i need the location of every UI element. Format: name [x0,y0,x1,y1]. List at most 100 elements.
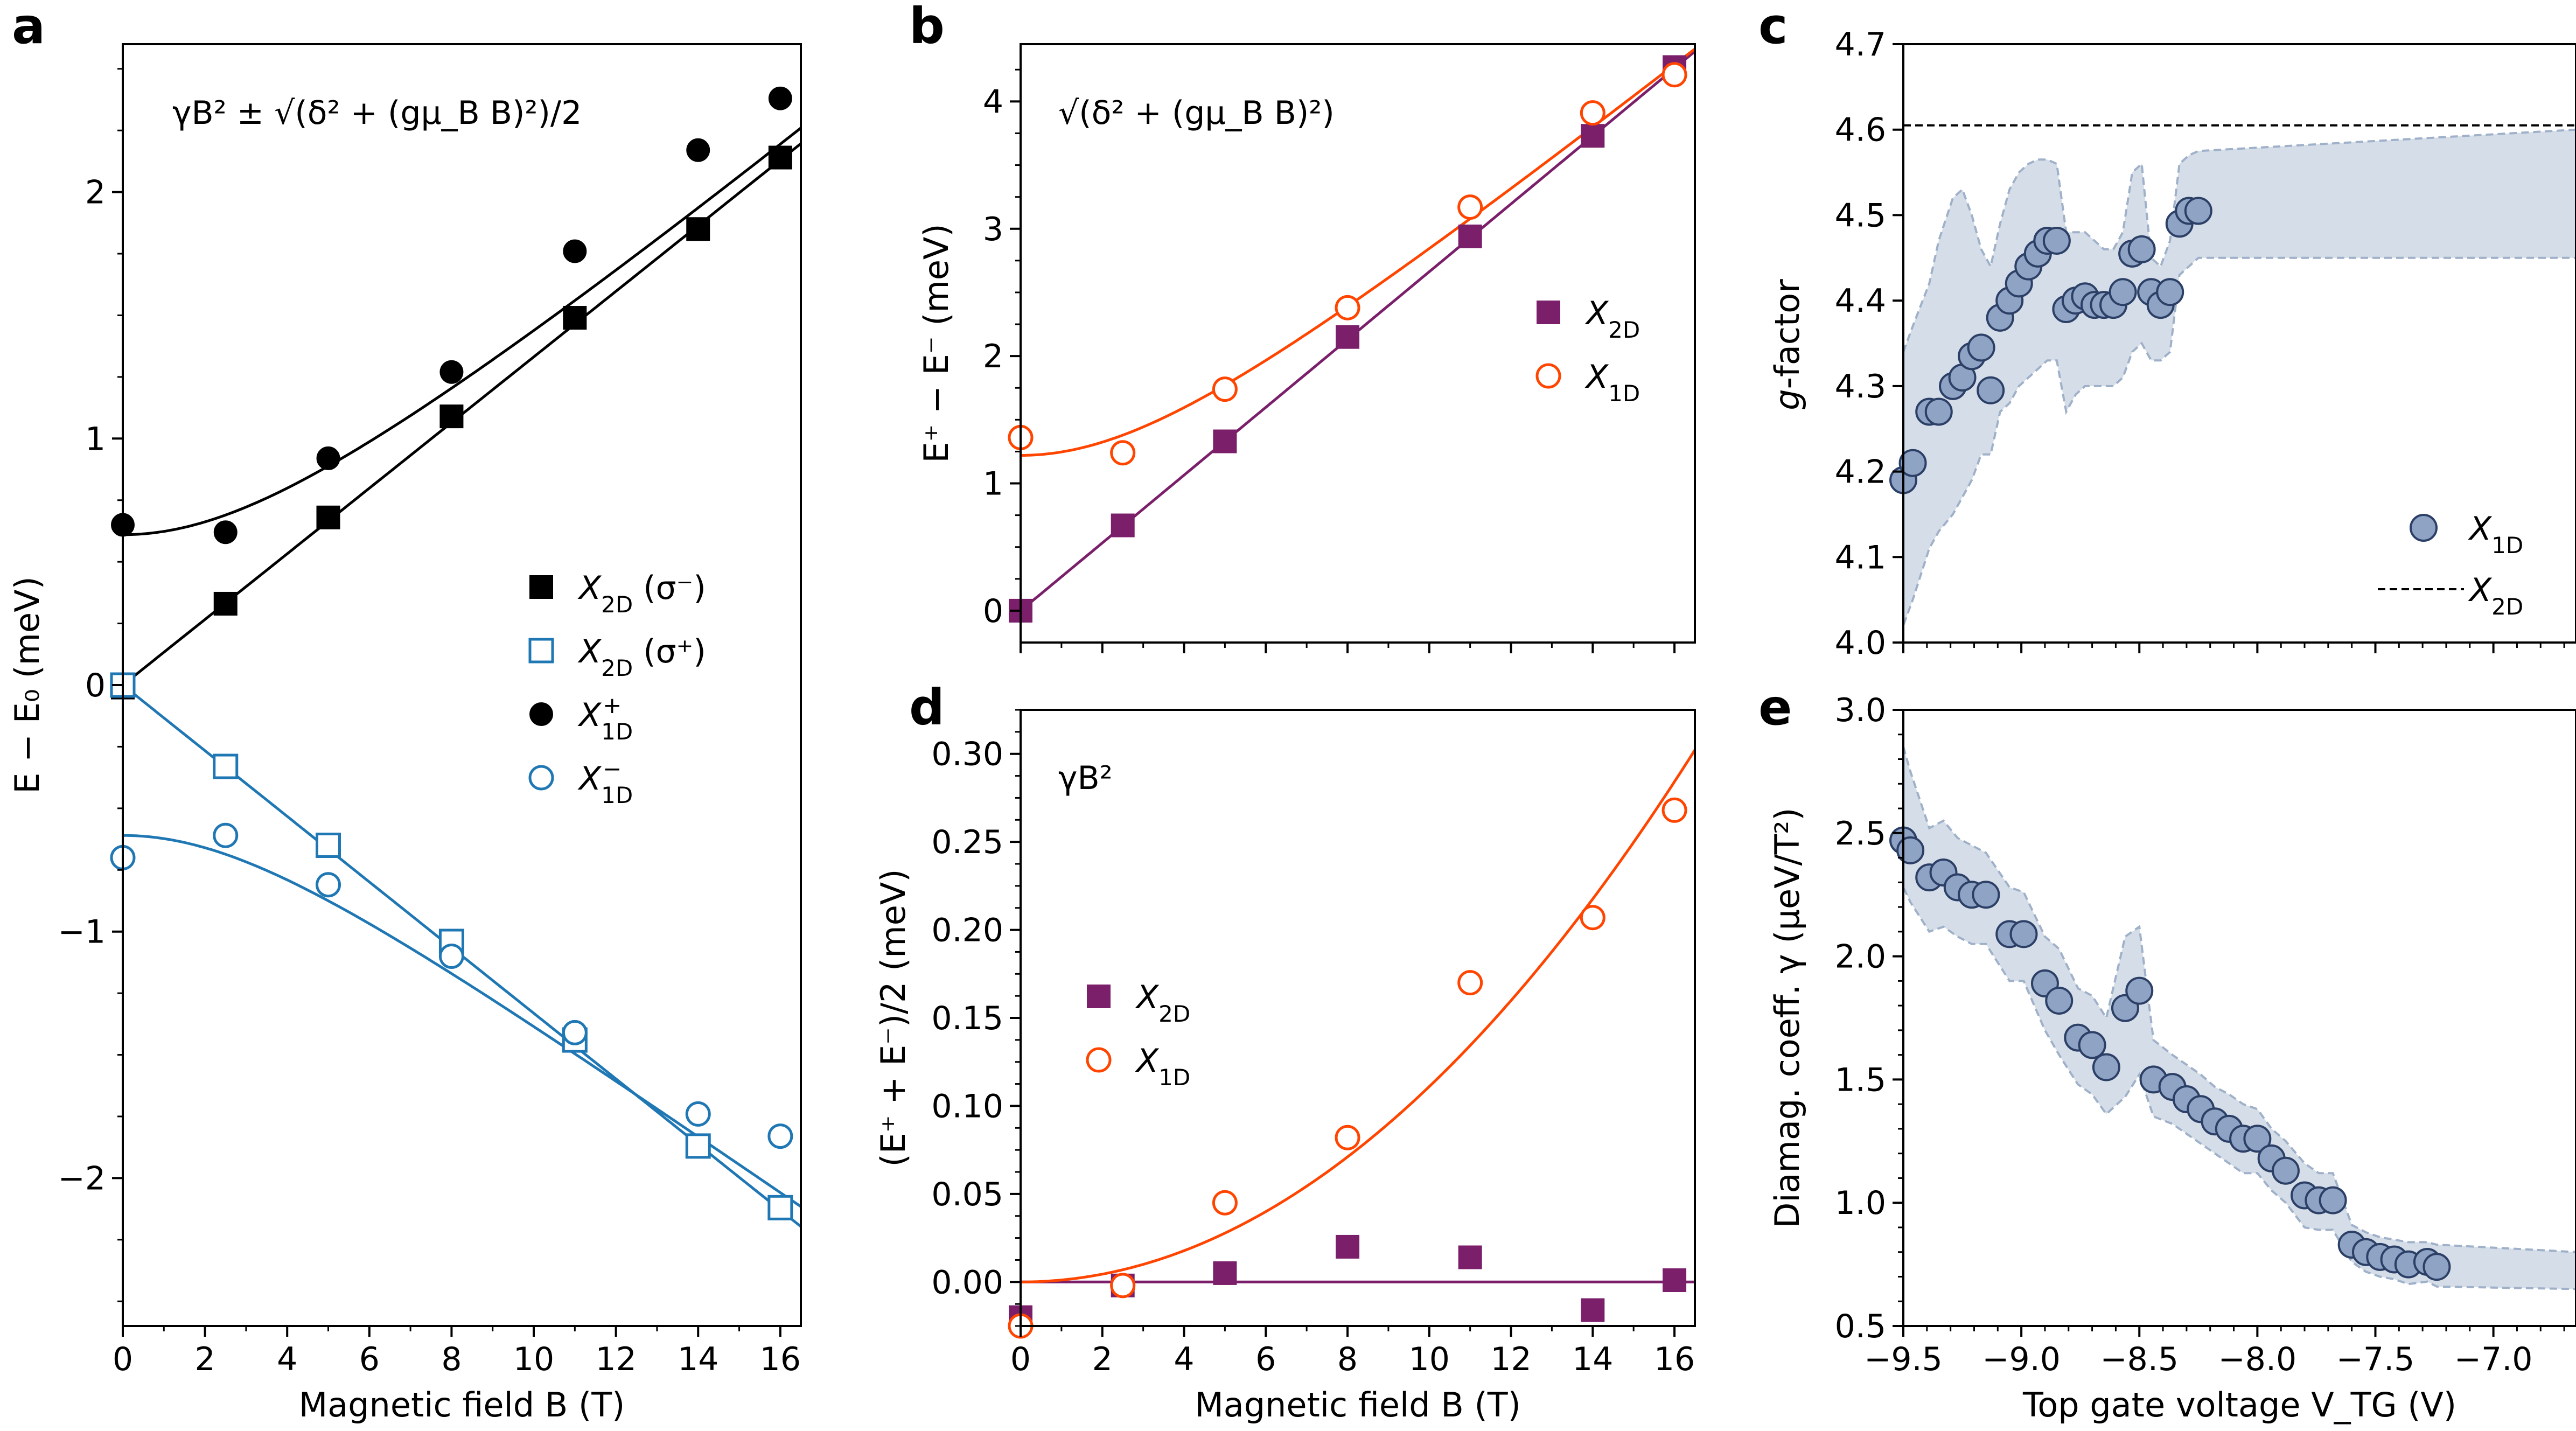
data-point [2009,920,2038,948]
data-point [685,1133,711,1159]
y-tick-label: 2.0 [1835,938,1886,976]
panel-letter-e: e [1758,679,1792,736]
legend-label: X1D [2468,510,2523,559]
x-axis-label: Magnetic field B (T) [1195,1385,1521,1425]
y-tick-label: 4.7 [1835,26,1886,64]
y-tick-label: 4.5 [1835,197,1886,234]
data-point [2078,1031,2106,1059]
legend-marker [528,765,554,791]
data-point [2127,235,2156,263]
data-point [1581,1298,1605,1322]
panel-formula: γB² ± √(δ² + (gμ_B B)²)/2 [172,94,582,132]
legend-label: X2D [1584,295,1640,343]
x-tick-label: 4 [277,1341,297,1378]
data-point [1110,440,1136,466]
y-tick-label: 2 [85,174,106,212]
panel-d: 0 2 4 6 8 10 12 14 16 0.00 0.05 0.10 0.15 0.20 0.25 0.3… [874,679,1696,1425]
y-tick-label: 4.2 [1835,453,1886,491]
y-tick-label: 1 [85,420,106,458]
y-tick-label: −2 [58,1160,106,1197]
data-point [213,520,238,545]
data-point [1967,333,1995,362]
x-tick-label: −8.5 [2100,1341,2179,1378]
x-tick-label: 2 [195,1341,215,1378]
data-point [2042,227,2071,255]
legend-marker [529,575,553,599]
data-point [1977,376,2005,404]
data-point [1580,100,1605,126]
y-tick-label: 3.0 [1835,692,1886,729]
data-point [1581,124,1605,148]
x-axis-label: Top gate voltage V_TG (V) [2022,1385,2456,1425]
data-point [767,1123,793,1149]
data-point [2125,976,2154,1005]
x-tick-label: 2 [1092,1341,1113,1378]
fit-line [123,127,801,536]
y-tick-label: 4.3 [1835,368,1886,406]
data-point [2243,1125,2272,1153]
y-axis-label: Diamag. coeff. γ (μeV/T²) [1768,808,1807,1228]
legend-label-sup: − [603,756,622,782]
data-point [1110,1273,1136,1299]
data-point [1972,881,2000,909]
y-tick-label: 1.0 [1835,1184,1886,1222]
data-point [316,833,341,858]
legend-label-part: X [2468,510,2493,548]
y-tick-label: 0.00 [931,1264,1003,1301]
panel-letter-b: b [909,0,945,55]
legend-label-sup: + [603,692,622,718]
y-tick-label: 1 [983,465,1003,503]
data-point [438,943,464,969]
legend-label-part: X [1584,295,1609,332]
legend-label-part: X [1584,358,1609,396]
y-tick-label: 0.05 [931,1176,1003,1213]
data-point [1111,513,1135,538]
x-tick-label: 0 [1010,1341,1031,1378]
data-point [2109,278,2137,306]
y-tick-label: 2.5 [1835,815,1886,853]
legend-label-part: 1D [1158,1064,1190,1091]
x-tick-label: 12 [1490,1341,1531,1378]
data-point [1335,295,1360,320]
data-point [563,306,587,330]
y-axis-label-part: Diamag. coeff. γ (μeV/T²) [1768,808,1807,1228]
data-point [213,822,239,848]
legend-label-part: X [2468,571,2493,609]
data-point [562,1020,588,1045]
data-point [2319,1186,2347,1214]
x-tick-label: 4 [1174,1341,1194,1378]
legend-label: X1D+ [577,692,633,745]
legend-marker [1087,985,1111,1008]
data-point [316,446,340,470]
data-point [2092,1053,2120,1081]
data-point [1580,905,1605,931]
y-axis-label-part: E⁺ − E⁻ (meV) [917,224,956,463]
legend-label-part: 2D [601,591,633,618]
legend-label-part: 2D [1608,317,1640,343]
x-tick-label: 14 [1572,1341,1613,1378]
y-tick-label: 0.5 [1835,1308,1886,1345]
data-point [1924,397,1953,426]
data-point [213,591,238,616]
legend-label-part: 1D [2491,532,2523,559]
x-tick-label: 12 [595,1341,636,1378]
data-point [685,1101,711,1127]
legend-marker [1086,1047,1112,1073]
legend-label: X1D [1584,358,1640,407]
legend-label-part: 1D [601,782,633,808]
fit-line [1021,749,1695,1283]
legend-label-part: X [577,633,602,671]
data-point [213,753,239,779]
y-tick-label: 2 [983,338,1003,375]
legend-label-tail: (σ⁺) [633,633,706,671]
y-axis-label: E − E₀ (meV) [8,576,47,794]
legend-marker [529,702,553,726]
y-tick-label: 4.1 [1835,539,1886,576]
data-point [768,86,792,110]
data-point [1336,1234,1360,1259]
x-tick-label: 0 [113,1341,133,1378]
y-tick-label: 4.6 [1835,111,1886,149]
x-tick-label: 6 [1255,1341,1276,1378]
data-point [2184,197,2212,225]
